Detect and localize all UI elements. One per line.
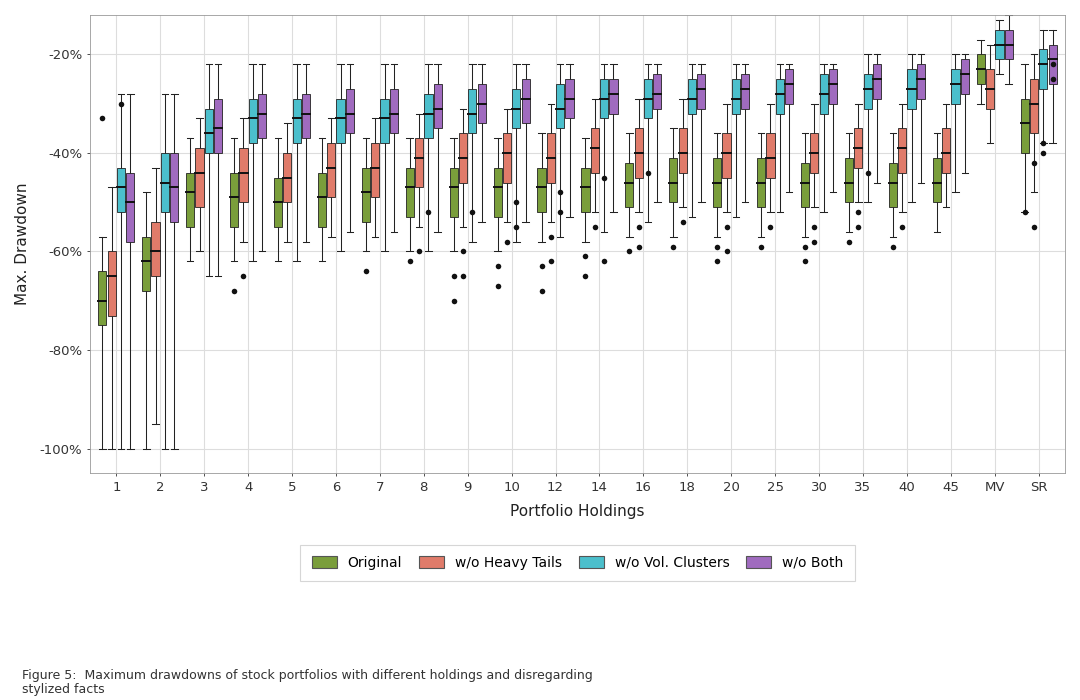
Bar	[1004, 30, 1013, 60]
Bar	[171, 153, 178, 222]
Bar	[864, 74, 872, 108]
Bar	[337, 99, 345, 143]
Bar	[933, 158, 941, 202]
Bar	[1030, 79, 1038, 133]
Bar	[976, 55, 985, 84]
Bar	[293, 99, 301, 143]
Bar	[538, 168, 545, 212]
Bar	[274, 178, 282, 227]
Bar	[195, 148, 204, 207]
Bar	[785, 69, 793, 104]
Bar	[820, 74, 828, 113]
Bar	[723, 133, 731, 178]
Bar	[494, 168, 502, 217]
Bar	[713, 158, 721, 207]
Bar	[503, 133, 511, 183]
Bar	[434, 84, 442, 128]
Bar	[240, 148, 247, 202]
Bar	[98, 271, 107, 326]
Bar	[380, 99, 389, 143]
Bar	[625, 163, 634, 207]
Bar	[670, 158, 677, 202]
Bar	[230, 173, 239, 227]
Bar	[327, 143, 336, 197]
Bar	[512, 89, 521, 128]
Bar	[143, 237, 150, 291]
Bar	[600, 79, 608, 118]
Bar	[996, 30, 1003, 60]
Bar	[829, 69, 837, 104]
Bar	[688, 79, 697, 113]
Bar	[302, 94, 310, 138]
Bar	[961, 60, 969, 94]
Bar	[1039, 50, 1048, 89]
Bar	[1021, 99, 1029, 153]
Text: Figure 5:  Maximum drawdowns of stock portfolios with different holdings and dis: Figure 5: Maximum drawdowns of stock por…	[22, 668, 592, 696]
Bar	[942, 128, 950, 173]
Bar	[522, 79, 529, 123]
Bar	[801, 163, 809, 207]
Bar	[907, 69, 916, 108]
Bar	[406, 168, 414, 217]
Bar	[757, 158, 766, 207]
Bar	[609, 79, 618, 113]
Bar	[449, 168, 458, 217]
Bar	[644, 79, 652, 118]
Bar	[986, 69, 995, 108]
Bar	[318, 173, 326, 227]
Bar	[546, 133, 555, 183]
Bar	[161, 153, 170, 212]
Bar	[635, 128, 643, 178]
Bar	[899, 128, 906, 173]
Bar	[372, 143, 379, 197]
Bar	[362, 168, 370, 222]
Bar	[698, 74, 705, 108]
Bar	[889, 163, 897, 207]
Bar	[741, 74, 750, 108]
Bar	[205, 108, 213, 153]
Bar	[732, 79, 740, 113]
Bar	[283, 153, 292, 202]
Bar	[845, 158, 853, 202]
Bar	[810, 133, 819, 173]
Bar	[591, 128, 599, 173]
X-axis label: Portfolio Holdings: Portfolio Holdings	[510, 503, 645, 519]
Y-axis label: Max. Drawdown: Max. Drawdown	[15, 183, 30, 305]
Bar	[951, 69, 960, 104]
Bar	[477, 84, 486, 123]
Bar	[917, 64, 924, 99]
Bar	[459, 133, 468, 183]
Bar	[258, 94, 266, 138]
Bar	[346, 89, 354, 133]
Bar	[556, 84, 565, 128]
Bar	[873, 64, 881, 99]
Bar	[767, 133, 774, 178]
Bar	[566, 79, 573, 118]
Bar	[108, 251, 116, 316]
Bar	[151, 222, 160, 276]
Bar	[1049, 45, 1056, 84]
Bar	[390, 89, 397, 133]
Bar	[653, 74, 661, 108]
Legend: Original, w/o Heavy Tails, w/o Vol. Clusters, w/o Both: Original, w/o Heavy Tails, w/o Vol. Clus…	[300, 545, 854, 581]
Bar	[415, 138, 423, 188]
Bar	[678, 128, 687, 173]
Bar	[214, 99, 222, 153]
Bar	[424, 94, 433, 138]
Bar	[469, 89, 476, 133]
Bar	[117, 168, 125, 212]
Bar	[854, 128, 863, 168]
Bar	[126, 173, 134, 242]
Bar	[186, 173, 194, 227]
Bar	[581, 168, 590, 212]
Bar	[775, 79, 784, 113]
Bar	[248, 99, 257, 143]
